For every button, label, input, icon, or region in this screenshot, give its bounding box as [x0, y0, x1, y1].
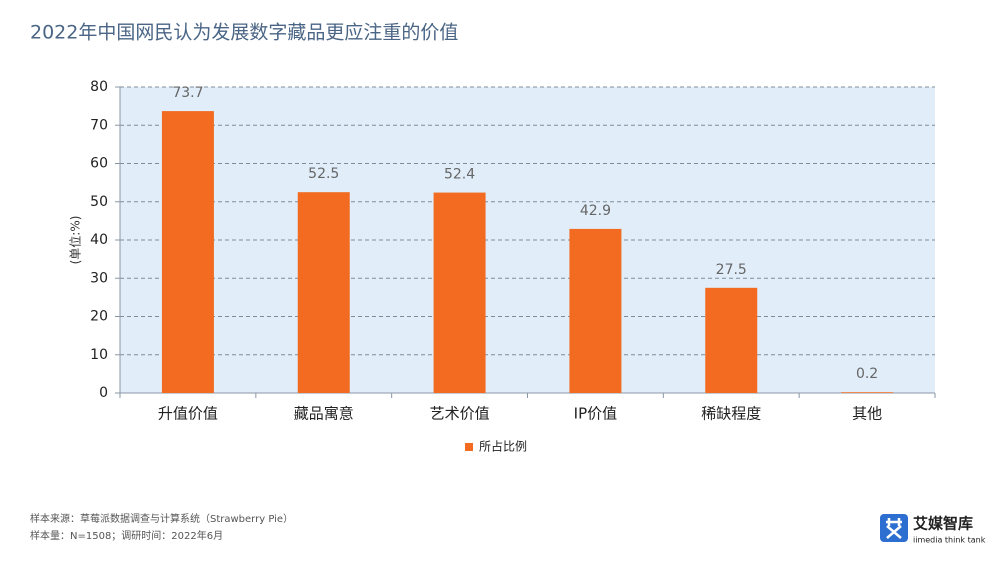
y-tick-label: 80	[90, 79, 108, 95]
y-tick-label: 70	[90, 117, 108, 133]
legend-swatch	[465, 443, 473, 451]
x-tick-label: 藏品寓意	[294, 405, 354, 423]
legend-label: 所占比例	[479, 439, 527, 454]
bar	[841, 392, 894, 393]
bar	[569, 228, 622, 393]
y-tick-label: 0	[99, 385, 108, 401]
data-label: 42.9	[580, 203, 611, 219]
bar	[161, 111, 214, 393]
footer-note: 样本量：N=1508；调研时间：2022年6月	[30, 529, 223, 542]
x-tick-label: 艺术价值	[430, 405, 490, 423]
data-label: 52.4	[444, 167, 475, 183]
x-tick-label: 其他	[852, 405, 882, 423]
chart-title: 2022年中国网民认为发展数字藏品更应注重的价值	[30, 22, 458, 44]
logo: 艾媒智库 iimedia think tank	[880, 514, 986, 545]
data-label: 52.5	[308, 166, 339, 182]
x-tick-label: 稀缺程度	[701, 405, 761, 423]
footer-note: 样本来源：草莓派数据调查与计算系统（Strawberry Pie）	[30, 512, 293, 525]
data-label: 0.2	[856, 366, 878, 382]
bar	[433, 192, 486, 393]
y-tick-label: 20	[90, 309, 108, 325]
y-tick-label: 50	[90, 194, 108, 210]
data-label: 73.7	[172, 85, 203, 101]
bar	[297, 192, 350, 393]
y-tick-label: 30	[90, 270, 108, 286]
x-tick-label: IP价值	[574, 405, 617, 423]
y-tick-label: 10	[90, 347, 108, 363]
logo-glyph	[886, 518, 902, 539]
x-tick-label: 升值价值	[158, 405, 218, 423]
y-tick-label: 60	[90, 156, 108, 172]
logo-name: 艾媒智库	[913, 515, 973, 533]
y-axis-label: (单位:%)	[68, 216, 83, 265]
logo-tagline: iimedia think tank	[913, 536, 986, 545]
bar	[705, 287, 758, 393]
y-tick-label: 40	[90, 232, 108, 248]
logo-icon	[880, 514, 908, 542]
data-label: 27.5	[716, 262, 747, 278]
